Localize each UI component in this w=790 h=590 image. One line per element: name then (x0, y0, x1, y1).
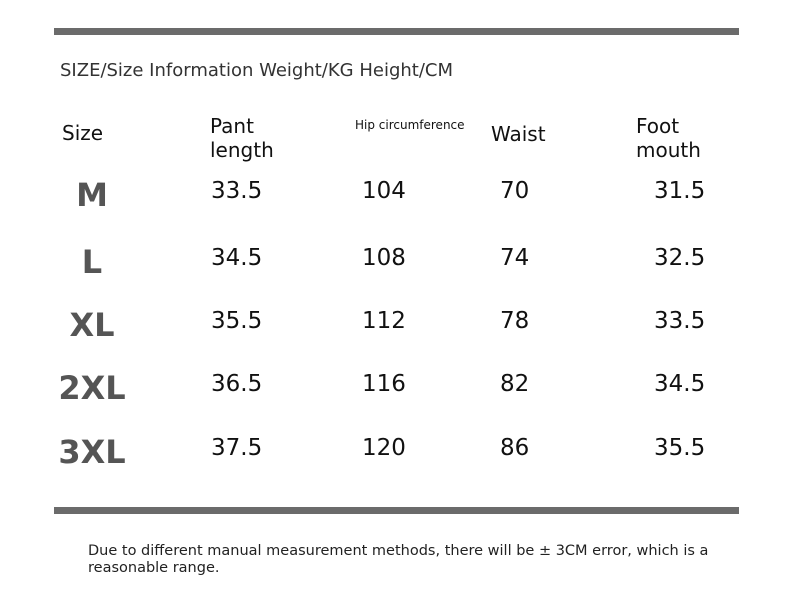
size-label: L (81, 243, 103, 281)
title: SIZE/Size Information Weight/KG Height/C… (60, 60, 454, 81)
cell: 34.5 (654, 371, 706, 397)
cell: 34.5 (211, 245, 263, 271)
cell: 33.5 (654, 308, 706, 334)
cell: 32.5 (654, 245, 706, 271)
cell: 82 (500, 371, 530, 397)
size-label: XL (69, 306, 115, 344)
cell: 35.5 (654, 435, 706, 461)
cell: 31.5 (654, 178, 706, 204)
column-header: Waist (491, 122, 546, 146)
cell: 36.5 (211, 371, 263, 397)
cell: 35.5 (211, 308, 263, 334)
cell: 108 (362, 245, 406, 271)
top-bar (54, 28, 739, 35)
column-header: Foot mouth (636, 114, 701, 162)
column-header: Hip circumference (355, 118, 465, 132)
cell: 37.5 (211, 435, 263, 461)
cell: 112 (362, 308, 406, 334)
cell: 78 (500, 308, 530, 334)
column-header: Pant length (210, 114, 274, 162)
size-label: 2XL (58, 369, 126, 407)
column-header: Size (62, 121, 104, 145)
note: Due to different manual measurement meth… (88, 543, 709, 576)
cell: 104 (362, 178, 406, 204)
cell: 120 (362, 435, 406, 461)
cell: 86 (500, 435, 530, 461)
size-label: 3XL (58, 433, 126, 471)
size-label: M (76, 176, 108, 214)
cell: 33.5 (211, 178, 263, 204)
cell: 116 (362, 371, 406, 397)
cell: 70 (500, 178, 530, 204)
bottom-bar (54, 507, 739, 514)
cell: 74 (500, 245, 530, 271)
